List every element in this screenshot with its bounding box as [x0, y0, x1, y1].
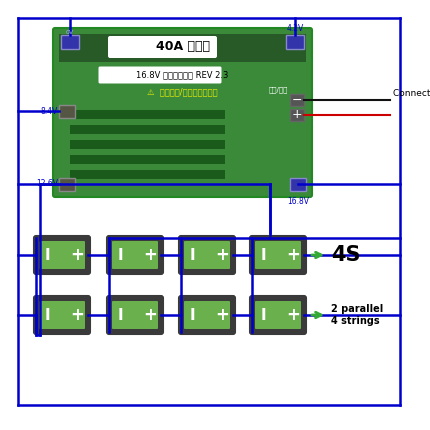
FancyBboxPatch shape	[108, 36, 217, 58]
Text: +: +	[70, 306, 84, 324]
FancyBboxPatch shape	[112, 301, 158, 329]
FancyBboxPatch shape	[250, 296, 306, 334]
FancyBboxPatch shape	[184, 241, 230, 269]
Text: Connect charger, load: Connect charger, load	[393, 89, 430, 98]
FancyBboxPatch shape	[255, 301, 301, 329]
Bar	[70, 155, 225, 164]
Text: 16.8V: 16.8V	[287, 197, 309, 206]
Text: 8.4V: 8.4V	[41, 107, 58, 116]
Bar	[70, 125, 225, 134]
FancyBboxPatch shape	[34, 236, 90, 274]
Bar	[70, 140, 225, 149]
Text: +: +	[143, 246, 157, 264]
Text: 4S: 4S	[331, 245, 360, 265]
Text: 充电/放电: 充电/放电	[269, 87, 288, 93]
Text: I: I	[189, 248, 195, 262]
Text: 4.2V: 4.2V	[286, 24, 304, 33]
Text: 40A 双寿充: 40A 双寿充	[156, 40, 209, 53]
Bar	[286, 35, 304, 49]
Text: 12.6V: 12.6V	[36, 179, 58, 188]
Text: 2 parallel
4 strings: 2 parallel 4 strings	[331, 304, 383, 326]
Bar	[290, 94, 304, 106]
Bar	[70, 110, 225, 119]
FancyBboxPatch shape	[250, 236, 306, 274]
FancyBboxPatch shape	[255, 241, 301, 269]
FancyBboxPatch shape	[107, 236, 163, 274]
FancyBboxPatch shape	[34, 296, 90, 334]
FancyBboxPatch shape	[98, 67, 221, 83]
Text: 16.8V 锂电池保护板 REV 2.3: 16.8V 锂电池保护板 REV 2.3	[136, 71, 229, 80]
FancyBboxPatch shape	[39, 241, 85, 269]
Text: +: +	[70, 246, 84, 264]
FancyBboxPatch shape	[39, 301, 85, 329]
Text: I: I	[260, 248, 266, 262]
Text: +: +	[143, 306, 157, 324]
Text: I: I	[117, 248, 123, 262]
FancyBboxPatch shape	[53, 28, 312, 197]
Text: +: +	[215, 306, 229, 324]
Text: +: +	[286, 306, 300, 324]
Text: 0V: 0V	[66, 30, 74, 35]
Bar	[70, 170, 225, 179]
Bar	[290, 178, 306, 191]
Bar	[290, 109, 304, 121]
Text: I: I	[117, 307, 123, 322]
FancyBboxPatch shape	[184, 301, 230, 329]
Text: I: I	[189, 307, 195, 322]
Text: I: I	[260, 307, 266, 322]
Text: +: +	[292, 108, 302, 122]
Bar	[59, 178, 75, 191]
Text: I: I	[44, 248, 50, 262]
FancyBboxPatch shape	[179, 236, 235, 274]
Text: +: +	[215, 246, 229, 264]
Bar	[61, 35, 79, 49]
Text: +: +	[286, 246, 300, 264]
Bar	[59, 105, 75, 118]
FancyBboxPatch shape	[107, 296, 163, 334]
Text: ⚠  适用电机/电钻，禁止短路: ⚠ 适用电机/电钻，禁止短路	[147, 87, 218, 96]
Text: I: I	[44, 307, 50, 322]
Bar	[59, 34, 306, 62]
FancyBboxPatch shape	[179, 296, 235, 334]
FancyBboxPatch shape	[112, 241, 158, 269]
Text: −: −	[292, 93, 302, 107]
